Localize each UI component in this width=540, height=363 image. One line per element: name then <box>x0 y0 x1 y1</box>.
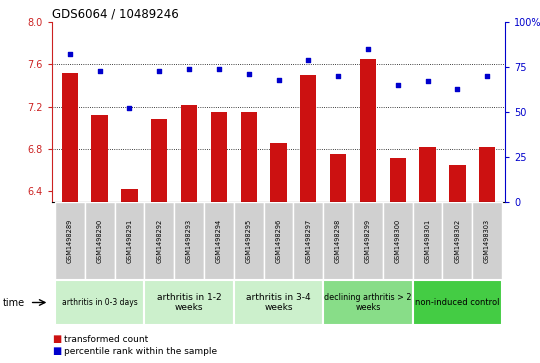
Bar <box>300 75 316 202</box>
Text: GSM1498289: GSM1498289 <box>67 219 73 263</box>
Bar <box>360 59 376 202</box>
Text: arthritis in 1-2
weeks: arthritis in 1-2 weeks <box>157 293 221 312</box>
Point <box>155 68 164 73</box>
Text: non-induced control: non-induced control <box>415 298 500 307</box>
Text: time: time <box>3 298 25 307</box>
Text: arthritis in 3-4
weeks: arthritis in 3-4 weeks <box>246 293 311 312</box>
Bar <box>413 280 502 325</box>
Bar <box>85 202 114 280</box>
Text: GSM1498302: GSM1498302 <box>454 219 460 263</box>
Bar <box>420 147 436 202</box>
Point <box>453 86 462 91</box>
Point <box>245 71 253 77</box>
Point <box>334 73 342 79</box>
Point <box>96 68 104 73</box>
Bar <box>55 280 144 325</box>
Point <box>304 57 313 63</box>
Text: transformed count: transformed count <box>64 334 148 343</box>
Bar <box>442 202 472 280</box>
Bar <box>323 202 353 280</box>
Bar <box>144 280 234 325</box>
Bar <box>264 202 293 280</box>
Bar <box>55 202 85 280</box>
Bar <box>204 202 234 280</box>
Point <box>125 106 134 111</box>
Bar <box>114 202 144 280</box>
Text: GSM1498299: GSM1498299 <box>365 219 371 263</box>
Bar <box>91 115 108 202</box>
Text: GSM1498296: GSM1498296 <box>275 219 281 263</box>
Point <box>423 78 432 84</box>
Bar <box>330 154 346 202</box>
Bar <box>181 105 197 202</box>
Point <box>214 66 223 72</box>
Text: GSM1498294: GSM1498294 <box>216 219 222 263</box>
Point <box>363 46 372 52</box>
Text: GSM1498300: GSM1498300 <box>395 219 401 263</box>
Text: GSM1498298: GSM1498298 <box>335 219 341 263</box>
Bar <box>472 202 502 280</box>
Text: GDS6064 / 10489246: GDS6064 / 10489246 <box>52 8 179 20</box>
Bar <box>413 202 442 280</box>
Bar <box>234 202 264 280</box>
Point <box>65 52 74 57</box>
Text: declining arthritis > 2
weeks: declining arthritis > 2 weeks <box>324 293 411 312</box>
Bar <box>62 73 78 202</box>
Bar <box>449 165 465 202</box>
Text: GSM1498291: GSM1498291 <box>126 219 132 263</box>
Text: GSM1498293: GSM1498293 <box>186 219 192 263</box>
Bar <box>271 143 287 202</box>
Bar <box>383 202 413 280</box>
Text: arthritis in 0-3 days: arthritis in 0-3 days <box>62 298 138 307</box>
Point <box>185 66 193 72</box>
Bar <box>293 202 323 280</box>
Text: GSM1498292: GSM1498292 <box>156 219 163 263</box>
Text: GSM1498297: GSM1498297 <box>305 219 311 263</box>
Bar <box>234 280 323 325</box>
Bar <box>389 158 406 202</box>
Text: GSM1498303: GSM1498303 <box>484 219 490 263</box>
Point <box>274 77 283 82</box>
Bar <box>144 202 174 280</box>
Bar <box>174 202 204 280</box>
Bar <box>122 189 138 202</box>
Text: ■: ■ <box>52 346 61 356</box>
Bar <box>151 119 167 202</box>
Text: ■: ■ <box>52 334 61 344</box>
Text: GSM1498295: GSM1498295 <box>246 219 252 263</box>
Text: percentile rank within the sample: percentile rank within the sample <box>64 347 217 355</box>
Point <box>394 82 402 88</box>
Bar <box>211 112 227 202</box>
Bar <box>323 280 413 325</box>
Bar <box>479 147 495 202</box>
Point <box>483 73 491 79</box>
Bar <box>353 202 383 280</box>
Text: GSM1498290: GSM1498290 <box>97 219 103 263</box>
Bar <box>240 112 257 202</box>
Text: GSM1498301: GSM1498301 <box>424 219 430 263</box>
